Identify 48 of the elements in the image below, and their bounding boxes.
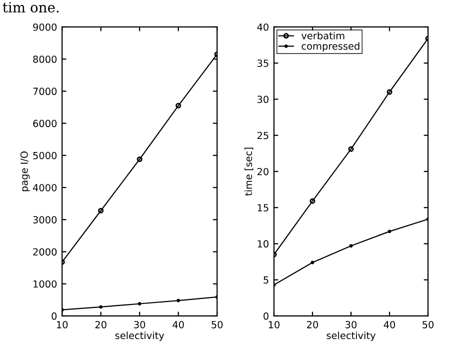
y-axis-title: time [sec] [244,148,254,196]
y-tick-label: 6000 [33,120,57,128]
x-tick-label: 30 [134,320,146,328]
point [136,156,142,162]
y-tick-label: 5 [264,276,268,284]
x-axis-title: selectivity [326,332,376,342]
point [388,230,392,234]
point [99,305,103,309]
x-tick-label: 20 [95,320,106,328]
text: tim one. [2,2,59,13]
x-tick-label: 50 [422,320,434,328]
y-tick-label: 0 [52,312,57,320]
point [348,146,354,152]
point [386,89,392,95]
point [349,244,353,248]
point [176,298,180,302]
point [176,102,182,108]
x-tick-label: 10 [56,320,68,328]
y-tick-label: 0 [264,312,268,320]
x-tick-label: 30 [346,320,357,328]
x-axis-title: selectivity [115,332,164,342]
legend-label: verbatim [301,32,344,40]
y-tick-label: 40 [257,23,268,31]
y-tick-label: 20 [257,168,268,176]
point [310,260,314,264]
x-tick-label: 40 [384,320,396,328]
y-tick-label: 5000 [33,152,57,160]
y-tick-label: 8000 [33,56,57,63]
point [310,198,316,204]
y-tick-label: 3000 [33,216,57,224]
point [98,208,104,214]
point [138,302,142,306]
y-tick-label: 35 [257,60,268,67]
y-tick-label: 10 [258,240,268,248]
x-tick-label: 40 [172,320,184,328]
legend-label: compressed [302,42,360,52]
x-tick-label: 10 [268,320,280,328]
y-tick-label: 7000 [33,88,57,96]
y-tick-label: 9000 [33,23,57,31]
x-tick-label: 20 [307,320,318,328]
y-axis-title: page I/O [20,151,30,192]
y-tick-label: 2000 [33,248,57,256]
y-tick-label: 30 [257,96,268,104]
y-tick-label: 4000 [32,184,57,192]
y-tick-label: 25 [257,132,268,140]
y-tick-label: 1000 [34,280,57,288]
x-tick-label: 50 [212,320,223,328]
y-tick-label: 15 [258,204,268,212]
